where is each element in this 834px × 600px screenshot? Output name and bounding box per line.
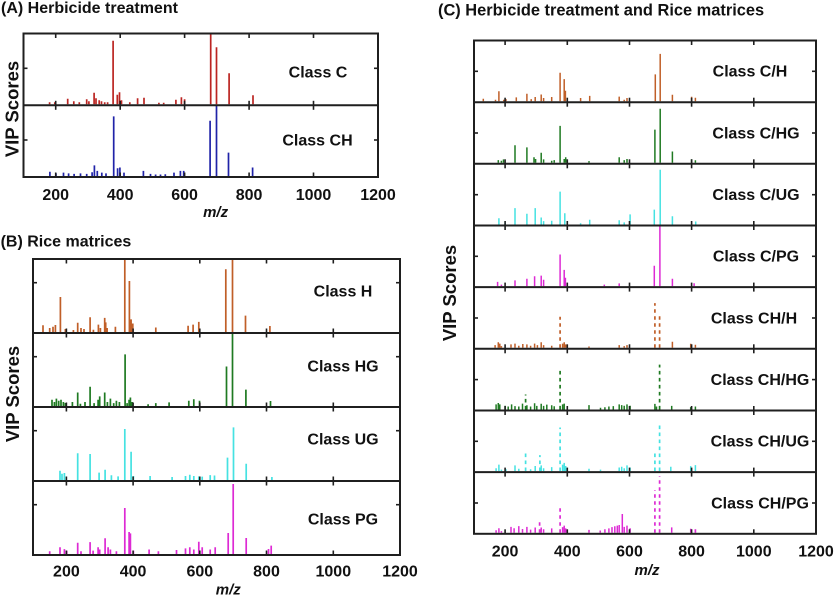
svg-text:Class C/UG: Class C/UG bbox=[712, 187, 799, 204]
svg-text:400: 400 bbox=[107, 187, 134, 204]
svg-text:(B) Rice matrices: (B) Rice matrices bbox=[1, 234, 132, 251]
svg-text:Class CH: Class CH bbox=[282, 132, 352, 149]
svg-text:Class C/HG: Class C/HG bbox=[712, 125, 799, 142]
svg-text:VIP Scores: VIP Scores bbox=[2, 61, 23, 157]
svg-text:VIP Scores: VIP Scores bbox=[2, 346, 23, 442]
svg-text:Class C/PG: Class C/PG bbox=[713, 249, 799, 266]
svg-text:1000: 1000 bbox=[736, 544, 772, 561]
svg-text:VIP Scores: VIP Scores bbox=[439, 245, 460, 341]
svg-text:Class H: Class H bbox=[314, 283, 373, 300]
svg-text:400: 400 bbox=[554, 544, 581, 561]
svg-text:1200: 1200 bbox=[360, 187, 396, 204]
svg-text:1000: 1000 bbox=[316, 564, 352, 581]
svg-text:600: 600 bbox=[171, 187, 198, 204]
svg-text:1200: 1200 bbox=[798, 544, 834, 561]
svg-text:Class C: Class C bbox=[289, 65, 348, 82]
svg-text:Class C/H: Class C/H bbox=[713, 64, 788, 81]
svg-text:200: 200 bbox=[42, 187, 69, 204]
svg-text:Class UG: Class UG bbox=[307, 431, 378, 448]
svg-text:1000: 1000 bbox=[296, 187, 332, 204]
svg-text:(C) Herbicide treatment and Ri: (C) Herbicide treatment and Rice matrice… bbox=[438, 1, 764, 19]
svg-text:800: 800 bbox=[678, 544, 705, 561]
svg-text:m/z: m/z bbox=[634, 562, 660, 579]
svg-text:800: 800 bbox=[236, 187, 263, 204]
svg-text:600: 600 bbox=[186, 564, 213, 581]
svg-text:1200: 1200 bbox=[382, 564, 418, 581]
svg-text:(A) Herbicide treatment: (A) Herbicide treatment bbox=[1, 0, 179, 17]
svg-text:Class CH/HG: Class CH/HG bbox=[711, 372, 810, 389]
svg-text:Class CH/UG: Class CH/UG bbox=[711, 434, 810, 451]
svg-text:Class CH/H: Class CH/H bbox=[711, 310, 797, 327]
svg-text:800: 800 bbox=[253, 564, 280, 581]
svg-text:Class CH/PG: Class CH/PG bbox=[711, 495, 809, 512]
svg-text:200: 200 bbox=[492, 544, 519, 561]
svg-text:m/z: m/z bbox=[216, 582, 242, 599]
svg-text:m/z: m/z bbox=[203, 204, 229, 221]
svg-text:Class HG: Class HG bbox=[307, 359, 378, 376]
svg-text:600: 600 bbox=[616, 544, 643, 561]
svg-text:400: 400 bbox=[120, 564, 147, 581]
svg-text:200: 200 bbox=[53, 564, 80, 581]
svg-text:Class PG: Class PG bbox=[308, 511, 378, 528]
